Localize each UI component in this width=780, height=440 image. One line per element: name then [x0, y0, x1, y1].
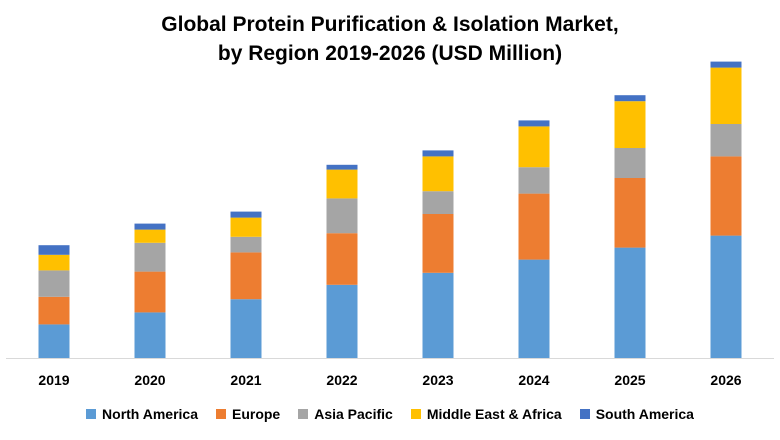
legend-swatch [298, 409, 309, 419]
bar-segment-2022-asia-pacific [326, 198, 358, 234]
legend-item: North America [86, 406, 198, 422]
chart-legend: North America Europe Asia Pacific Middle Ea… [0, 403, 780, 425]
x-tick-label: 2022 [326, 372, 357, 388]
legend-swatch [579, 409, 590, 419]
bar-segment-2025-south-america [614, 95, 646, 102]
bar-segment-2021-asia-pacific [230, 236, 262, 253]
bar-segment-2026-south-america [710, 61, 742, 68]
bar-segment-2026-middle-east-africa [710, 67, 742, 124]
bar-segment-2022-middle-east-africa [326, 169, 358, 199]
bar-segment-2021-europe [230, 252, 262, 300]
bar-segment-2019-europe [38, 296, 70, 325]
chart-title-line-1: Global Protein Purification & Isolation … [161, 13, 619, 36]
legend-item: South America [579, 406, 694, 422]
legend-item: Asia Pacific [298, 406, 393, 422]
bar-segment-2026-asia-pacific [710, 124, 742, 157]
bar-segment-2023-north-america [422, 272, 454, 358]
legend-label: Asia Pacific [314, 406, 393, 422]
bar-segment-2023-middle-east-africa [422, 156, 454, 192]
legend-label: North America [102, 406, 198, 422]
legend-label: Middle East & Africa [426, 406, 562, 422]
bar-segment-2026-north-america [710, 235, 742, 358]
legend-item: Middle East & Africa [410, 406, 562, 422]
bar-segment-2024-middle-east-africa [518, 126, 550, 168]
chart-title: Global Protein Purification & Isolation … [0, 10, 780, 68]
bar-segment-2025-europe [614, 178, 646, 248]
bar-segment-2019-middle-east-africa [38, 254, 70, 271]
x-tick-label: 2021 [230, 372, 261, 388]
legend-label: South America [595, 406, 694, 422]
bar-segment-2019-asia-pacific [38, 270, 70, 297]
legend-label: Europe [231, 406, 281, 422]
x-tick-label: 2019 [38, 372, 69, 388]
bar-segment-2020-south-america [134, 223, 166, 230]
chart-plot-area: 2019 2020 2021 2022 2023 2024 2025 2026 [6, 61, 774, 388]
bar-segment-2024-north-america [518, 259, 550, 358]
bar-segment-2021-north-america [230, 299, 262, 358]
bar-segment-2026-europe [710, 156, 742, 236]
bar-segment-2023-south-america [422, 150, 454, 157]
bar-segment-2025-north-america [614, 247, 646, 358]
bar-segment-2023-europe [422, 214, 454, 273]
bar-segment-2020-middle-east-africa [134, 229, 166, 243]
bar-segment-2024-south-america [518, 120, 550, 127]
legend-swatch [215, 409, 226, 419]
bar-segment-2022-europe [326, 233, 358, 285]
legend-swatch [410, 409, 421, 419]
legend-swatch [86, 409, 97, 419]
bar-segment-2022-south-america [326, 164, 358, 170]
x-tick-label: 2023 [422, 372, 453, 388]
legend-item: Europe [215, 406, 281, 422]
bar-segment-2022-north-america [326, 284, 358, 358]
bar-segment-2019-south-america [38, 245, 70, 255]
bar-segment-2021-south-america [230, 211, 262, 218]
x-tick-label: 2020 [134, 372, 165, 388]
bar-segment-2020-north-america [134, 312, 166, 358]
bar-segment-2021-middle-east-africa [230, 217, 262, 237]
x-tick-label: 2025 [614, 372, 645, 388]
x-tick-label: 2024 [518, 372, 549, 388]
bar-segment-2020-europe [134, 271, 166, 313]
bar-segment-2025-asia-pacific [614, 148, 646, 178]
bar-segment-2020-asia-pacific [134, 242, 166, 272]
bar-segment-2024-europe [518, 193, 550, 260]
bar-segment-2025-middle-east-africa [614, 101, 646, 148]
bar-segment-2019-north-america [38, 324, 70, 358]
chart-title-line-2: by Region 2019-2026 (USD Million) [217, 42, 563, 65]
bar-segment-2023-asia-pacific [422, 191, 454, 214]
bar-segment-2024-asia-pacific [518, 167, 550, 194]
x-tick-label: 2026 [710, 372, 741, 388]
